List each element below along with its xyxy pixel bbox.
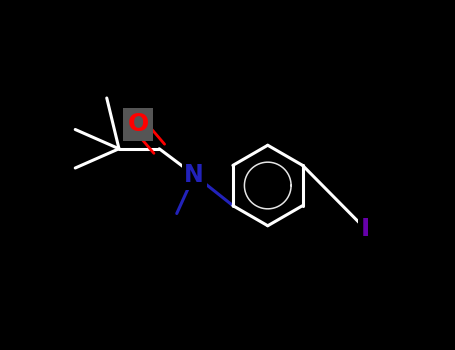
Text: N: N [184,163,204,187]
Text: O: O [127,112,149,136]
Text: I: I [361,217,370,241]
